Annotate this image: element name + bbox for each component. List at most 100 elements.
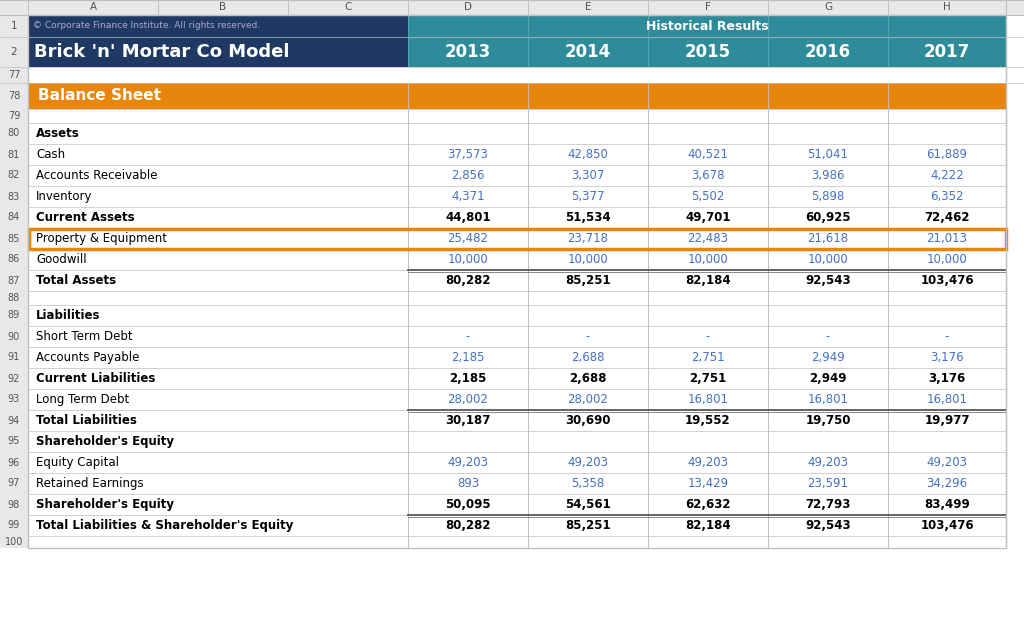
Text: 42,850: 42,850 — [567, 148, 608, 161]
Text: Balance Sheet: Balance Sheet — [38, 89, 161, 103]
Text: 86: 86 — [8, 255, 20, 264]
Bar — [0, 0, 1024, 15]
Text: -: - — [586, 330, 590, 343]
Bar — [28, 291, 1006, 305]
Text: 89: 89 — [8, 310, 20, 320]
Bar — [0, 389, 28, 410]
Text: 87: 87 — [8, 275, 20, 285]
Text: 72,462: 72,462 — [925, 211, 970, 224]
Text: 94: 94 — [8, 415, 20, 426]
Text: 91: 91 — [8, 352, 20, 362]
Bar — [28, 494, 1006, 515]
Bar — [0, 494, 28, 515]
Text: 85: 85 — [8, 234, 20, 243]
Bar — [28, 249, 1006, 270]
Text: 30,690: 30,690 — [565, 414, 610, 427]
Text: 98: 98 — [8, 499, 20, 510]
Bar — [0, 431, 28, 452]
Text: 72,793: 72,793 — [805, 498, 851, 511]
Text: 2,751: 2,751 — [691, 351, 725, 364]
Text: 2014: 2014 — [565, 43, 611, 61]
Text: 19,552: 19,552 — [685, 414, 731, 427]
Bar — [28, 109, 1006, 123]
Bar — [0, 291, 28, 305]
Text: 10,000: 10,000 — [688, 253, 728, 266]
Bar — [28, 67, 1006, 83]
Text: 893: 893 — [457, 477, 479, 490]
Text: 37,573: 37,573 — [447, 148, 488, 161]
Text: 78: 78 — [8, 91, 20, 101]
Text: 23,718: 23,718 — [567, 232, 608, 245]
Text: Liabilities: Liabilities — [36, 309, 100, 322]
Bar — [28, 207, 1006, 228]
Text: 49,701: 49,701 — [685, 211, 731, 224]
Text: 92,543: 92,543 — [805, 274, 851, 287]
Text: 2017: 2017 — [924, 43, 970, 61]
Text: Inventory: Inventory — [36, 190, 92, 203]
Bar — [28, 410, 1006, 431]
Bar — [0, 228, 28, 249]
Text: 3,176: 3,176 — [930, 351, 964, 364]
Text: 92: 92 — [8, 373, 20, 383]
Bar — [28, 326, 1006, 347]
Text: C: C — [344, 3, 351, 13]
Text: Goodwill: Goodwill — [36, 253, 87, 266]
Text: 2,688: 2,688 — [571, 351, 605, 364]
Text: 10,000: 10,000 — [808, 253, 848, 266]
Text: 2,185: 2,185 — [450, 372, 486, 385]
Text: 93: 93 — [8, 394, 20, 404]
Text: Assets: Assets — [36, 127, 80, 140]
Bar — [28, 347, 1006, 368]
Text: 5,358: 5,358 — [571, 477, 604, 490]
Text: 16,801: 16,801 — [927, 393, 968, 406]
Bar — [0, 123, 28, 144]
Text: 49,203: 49,203 — [447, 456, 488, 469]
Text: 80: 80 — [8, 129, 20, 138]
Text: Total Liabilities: Total Liabilities — [36, 414, 137, 427]
Bar — [28, 389, 1006, 410]
Text: 82: 82 — [8, 171, 20, 180]
Text: 103,476: 103,476 — [921, 519, 974, 532]
Text: 95: 95 — [8, 436, 20, 447]
Bar — [28, 228, 1006, 249]
Text: 21,013: 21,013 — [927, 232, 968, 245]
Bar — [0, 249, 28, 270]
Text: 1: 1 — [10, 21, 17, 31]
Text: 83,499: 83,499 — [924, 498, 970, 511]
Text: 34,296: 34,296 — [927, 477, 968, 490]
Text: 2: 2 — [10, 47, 17, 57]
Text: 2,688: 2,688 — [569, 372, 607, 385]
Text: Total Liabilities & Shareholder's Equity: Total Liabilities & Shareholder's Equity — [36, 519, 293, 532]
Bar — [0, 410, 28, 431]
Bar — [28, 15, 408, 37]
Bar — [29, 229, 1006, 248]
Text: 83: 83 — [8, 192, 20, 201]
Bar — [0, 67, 28, 83]
Bar — [28, 165, 1006, 186]
Text: 100: 100 — [5, 537, 24, 547]
Text: Historical Results: Historical Results — [646, 20, 768, 32]
Text: Long Term Debt: Long Term Debt — [36, 393, 129, 406]
Bar — [28, 368, 1006, 389]
Text: 3,678: 3,678 — [691, 169, 725, 182]
Bar — [28, 270, 1006, 291]
Text: 25,482: 25,482 — [447, 232, 488, 245]
Text: Accounts Payable: Accounts Payable — [36, 351, 139, 364]
Bar — [0, 186, 28, 207]
Bar — [28, 431, 1006, 452]
Bar — [0, 326, 28, 347]
Text: 3,986: 3,986 — [811, 169, 845, 182]
Bar — [28, 186, 1006, 207]
Text: 30,187: 30,187 — [445, 414, 490, 427]
Bar — [28, 37, 408, 67]
Text: 50,095: 50,095 — [445, 498, 490, 511]
Text: 81: 81 — [8, 150, 20, 159]
Text: 3,307: 3,307 — [571, 169, 605, 182]
Bar — [28, 123, 1006, 144]
Text: Shareholder's Equity: Shareholder's Equity — [36, 498, 174, 511]
Text: 19,750: 19,750 — [805, 414, 851, 427]
Bar — [28, 473, 1006, 494]
Text: 97: 97 — [8, 478, 20, 489]
Text: 16,801: 16,801 — [808, 393, 849, 406]
Text: 49,203: 49,203 — [927, 456, 968, 469]
